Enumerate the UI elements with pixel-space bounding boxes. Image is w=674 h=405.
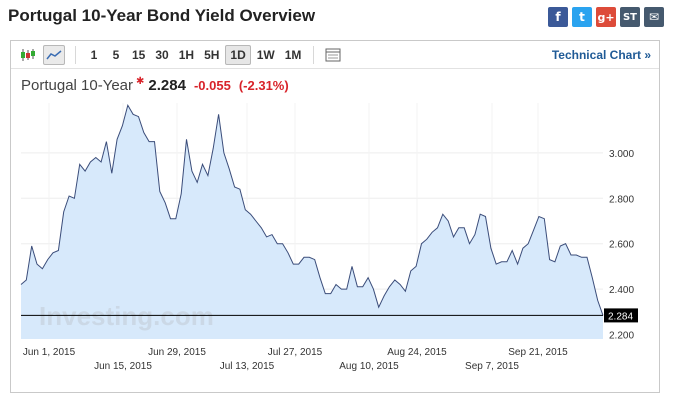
interval-1min[interactable]: 1 bbox=[90, 47, 98, 62]
interval-1m[interactable]: 1M bbox=[284, 47, 302, 62]
facebook-icon[interactable]: f bbox=[548, 7, 568, 27]
x-tick-label: Jun 15, 2015 bbox=[94, 361, 152, 372]
y-tick-label: 2.800 bbox=[609, 194, 634, 205]
y-tick-label: 3.000 bbox=[609, 149, 634, 160]
interval-15min[interactable]: 15 bbox=[132, 47, 146, 62]
technical-chart-link[interactable]: Technical Chart » bbox=[551, 48, 651, 62]
chart-toolbar: 1 5 15 30 1H 5H 1D 1W 1M Technical Chart… bbox=[11, 41, 659, 69]
toolbar-divider bbox=[313, 45, 315, 64]
x-tick-label: Jun 29, 2015 bbox=[148, 347, 206, 358]
candlestick-icon[interactable] bbox=[17, 45, 39, 65]
x-axis-ticks: Jun 1, 2015 Jun 29, 2015 Jul 27, 2015 Aug 2… bbox=[23, 347, 568, 372]
y-tick-label: 2.600 bbox=[609, 240, 634, 251]
price-change-percent: (-2.31%) bbox=[238, 78, 289, 93]
star-icon[interactable]: ✱ bbox=[136, 76, 145, 87]
x-tick-label: Jul 13, 2015 bbox=[220, 361, 275, 372]
share-icons: f t g+ ST ✉ bbox=[548, 7, 664, 27]
interval-1w[interactable]: 1W bbox=[256, 47, 275, 62]
last-price-marker: 2.284 bbox=[604, 308, 638, 323]
email-icon[interactable]: ✉ bbox=[644, 7, 664, 27]
y-axis-ticks: 2.200 2.400 2.600 2.800 3.000 bbox=[609, 149, 634, 342]
interval-1h[interactable]: 1H bbox=[178, 47, 195, 62]
last-price: 2.284 bbox=[148, 77, 186, 94]
chart-card: 1 5 15 30 1H 5H 1D 1W 1M Technical Chart… bbox=[10, 40, 660, 393]
page-title: Portugal 10-Year Bond Yield Overview bbox=[8, 6, 316, 25]
watermark: Investing.com bbox=[39, 301, 214, 331]
toolbar-divider bbox=[75, 45, 76, 64]
instrument-name: Portugal 10-Year bbox=[21, 77, 134, 94]
table-view-icon[interactable] bbox=[322, 45, 344, 65]
series-line bbox=[20, 104, 604, 316]
google-plus-icon[interactable]: g+ bbox=[596, 7, 616, 27]
y-tick-label: 2.200 bbox=[609, 330, 634, 341]
interval-5h[interactable]: 5H bbox=[204, 47, 220, 62]
series-area bbox=[21, 105, 603, 339]
interval-5min[interactable]: 5 bbox=[112, 47, 120, 62]
quote-row: Portugal 10-Year ✱ 2.284 -0.055 (-2.31%) bbox=[21, 76, 297, 94]
area-chart-icon[interactable] bbox=[43, 44, 65, 65]
interval-1d[interactable]: 1D bbox=[225, 44, 251, 65]
x-tick-label: Sep 21, 2015 bbox=[508, 347, 568, 358]
interval-30min[interactable]: 30 bbox=[155, 47, 169, 62]
x-tick-label: Jul 27, 2015 bbox=[268, 347, 323, 358]
x-tick-label: Aug 24, 2015 bbox=[387, 347, 447, 358]
twitter-icon[interactable]: t bbox=[572, 7, 592, 27]
y-tick-label: 2.400 bbox=[609, 285, 634, 296]
x-tick-label: Aug 10, 2015 bbox=[339, 361, 399, 372]
stocktwits-icon[interactable]: ST bbox=[620, 7, 640, 27]
price-chart[interactable]: Investing.com 2.284 2.200 2.400 2.600 2.800… bbox=[11, 99, 659, 393]
price-change: -0.055 bbox=[193, 78, 231, 93]
x-tick-label: Jun 1, 2015 bbox=[23, 347, 76, 358]
last-price-label: 2.284 bbox=[608, 311, 633, 322]
last-price-box bbox=[604, 308, 638, 323]
x-tick-label: Sep 7, 2015 bbox=[465, 361, 519, 372]
